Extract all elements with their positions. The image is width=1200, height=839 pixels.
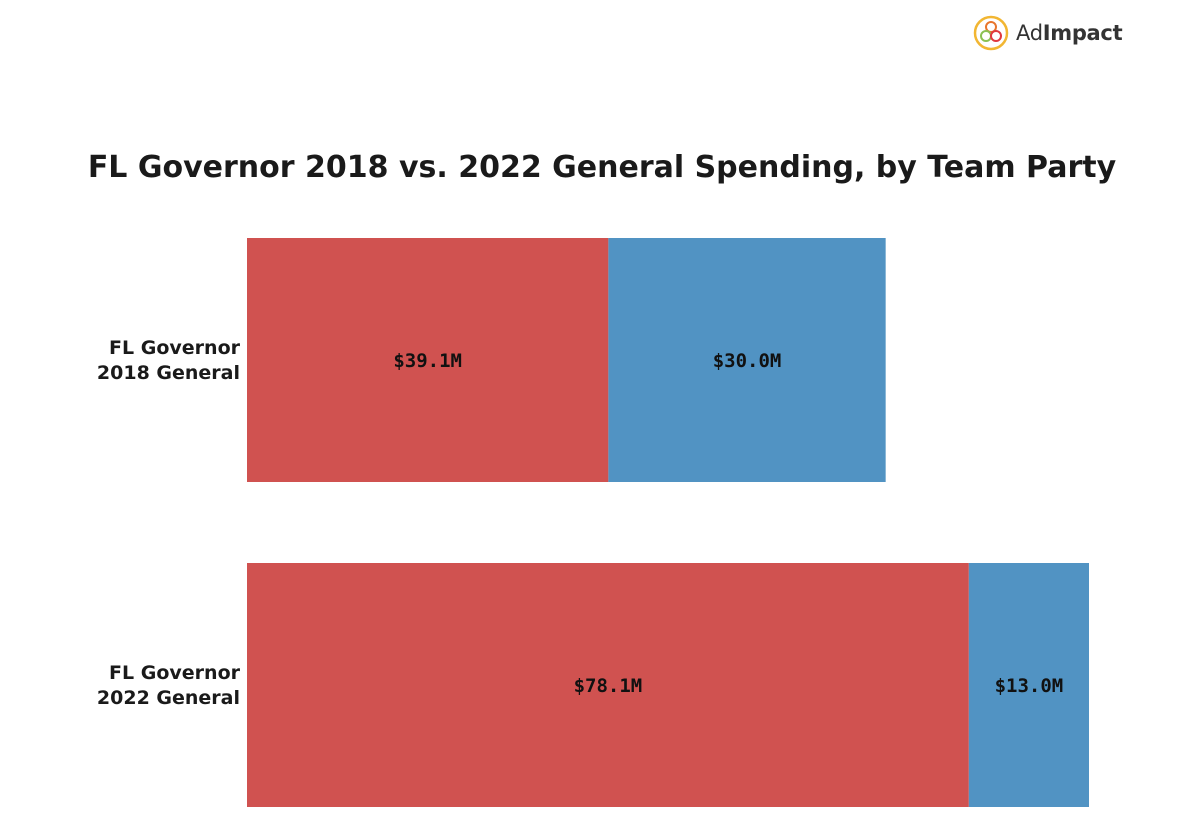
data-label: $30.0M [713,350,782,372]
bar-segment [608,238,886,482]
bar-segment [247,563,969,807]
logo-text-ad: Ad [1016,21,1043,45]
logo-text-impact: Impact [1042,21,1123,45]
adimpact-logo: AdImpact [972,14,1123,52]
category-label: FL Governor 2022 General [97,662,241,709]
data-label: $78.1M [574,675,643,697]
bar-segment [247,238,609,482]
category-label-line: 2018 General [97,362,240,384]
data-label: $39.1M [393,350,462,372]
plot-area: $39.1M $30.0M FL Governor 2018 General $78.1… [97,238,1089,807]
bar-segment [968,563,1089,807]
logo-wordmark: AdImpact [1016,21,1123,45]
adimpact-logo-icon [973,15,1009,51]
category-label-line: FL Governor [109,662,241,684]
category-label-line: 2022 General [97,687,240,709]
category-label: FL Governor 2018 General [97,337,241,384]
chart-title: FL Governor 2018 vs. 2022 General Spendi… [88,150,1117,185]
data-label: $13.0M [995,675,1064,697]
category-label-line: FL Governor [109,337,241,359]
